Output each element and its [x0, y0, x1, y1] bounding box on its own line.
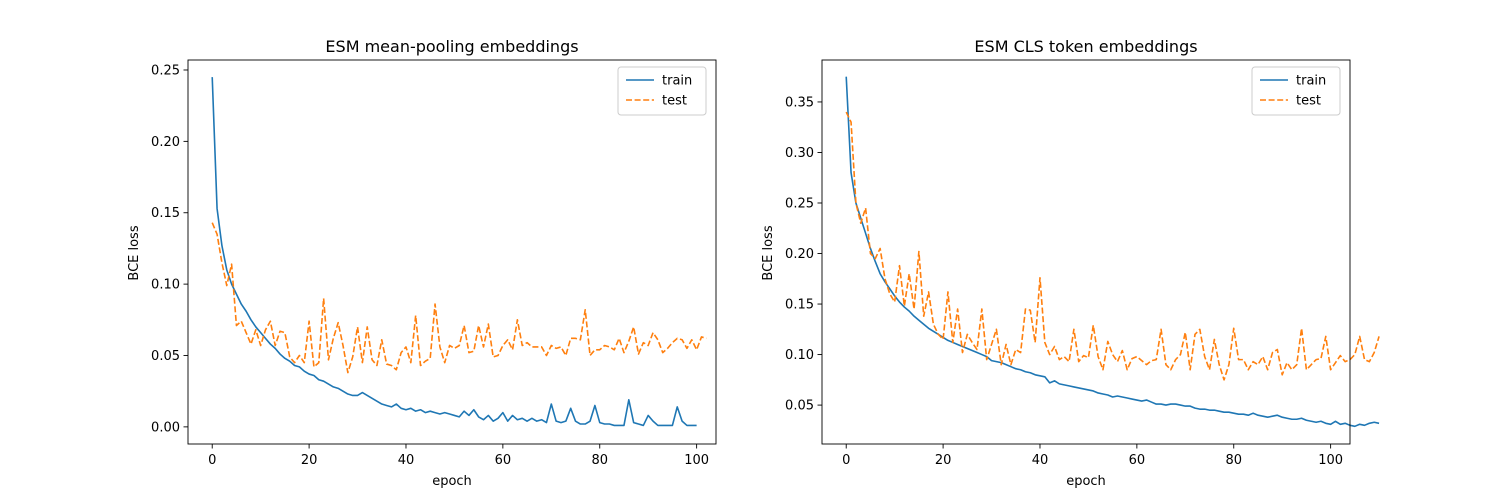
right-legend: train test	[1251, 66, 1341, 116]
right-x-axis-label: epoch	[1066, 474, 1106, 489]
right-x-tick-label: 20	[935, 453, 952, 468]
right-y-tick-label: 0.25	[785, 196, 814, 211]
left-x-axis-label: epoch	[432, 474, 472, 489]
right-y-tick-label: 0.20	[785, 247, 814, 262]
left-chart-title: ESM mean-pooling embeddings	[325, 37, 578, 56]
left-x-tick-label: 0	[208, 453, 216, 468]
right-series-test-line	[845, 111, 1380, 381]
right-x-tick-label: 100	[1318, 453, 1343, 468]
left-x-tick-label: 20	[301, 453, 318, 468]
right-x-tick-label: 80	[1225, 453, 1242, 468]
right-plot-area: 0 20 40 60 80 100 0.05 0.10 0.15 0.20 0.25 0.30 0.35…	[785, 59, 1380, 468]
right-x-tick-label: 40	[1032, 453, 1049, 468]
left-x-tick-label: 60	[495, 453, 512, 468]
right-y-tick-label: 0.30	[785, 146, 814, 161]
right-legend-label-test: test	[1296, 94, 1321, 109]
left-y-tick-label: 0.15	[151, 206, 180, 221]
left-legend: train test	[617, 66, 707, 116]
right-series-train-line	[845, 76, 1380, 428]
right-legend-box	[1251, 66, 1341, 116]
left-y-tick-label: 0.00	[151, 420, 180, 435]
left-chart-panel: ESM mean-pooling embeddings 0 20 40 60 80 100…	[127, 37, 717, 489]
left-plot-area: 0 20 40 60 80 100 0.00 0.05 0.10 0.15 0.20 0.25 trai…	[151, 59, 717, 468]
right-y-tick-label: 0.35	[785, 95, 814, 110]
right-axes-frame	[821, 59, 1351, 445]
right-x-tick-label: 60	[1129, 453, 1146, 468]
left-legend-box	[617, 66, 707, 116]
right-y-tick-label: 0.05	[785, 399, 814, 414]
left-axes-frame	[187, 59, 717, 445]
left-y-tick-label: 0.20	[151, 135, 180, 150]
right-chart-title: ESM CLS token embeddings	[974, 37, 1197, 56]
left-x-tick-label: 80	[591, 453, 608, 468]
left-x-tick-label: 40	[398, 453, 415, 468]
right-y-tick-label: 0.15	[785, 298, 814, 313]
left-series-train-line	[211, 77, 697, 427]
left-x-tick-label: 100	[684, 453, 709, 468]
right-y-tick-label: 0.10	[785, 348, 814, 363]
left-y-tick-label: 0.10	[151, 278, 180, 293]
left-y-axis-label: BCE loss	[127, 225, 142, 280]
right-y-axis-label: BCE loss	[761, 225, 776, 280]
left-y-tick-label: 0.25	[151, 63, 180, 78]
left-legend-label-train: train	[662, 74, 692, 89]
right-chart-panel: ESM CLS token embeddings 0 20 40 60 80 100 0.0…	[761, 37, 1380, 489]
right-legend-label-train: train	[1296, 74, 1326, 89]
right-x-tick-label: 0	[842, 453, 850, 468]
left-legend-label-test: test	[662, 94, 687, 109]
left-y-tick-label: 0.05	[151, 349, 180, 364]
left-series-test-line	[211, 222, 707, 374]
